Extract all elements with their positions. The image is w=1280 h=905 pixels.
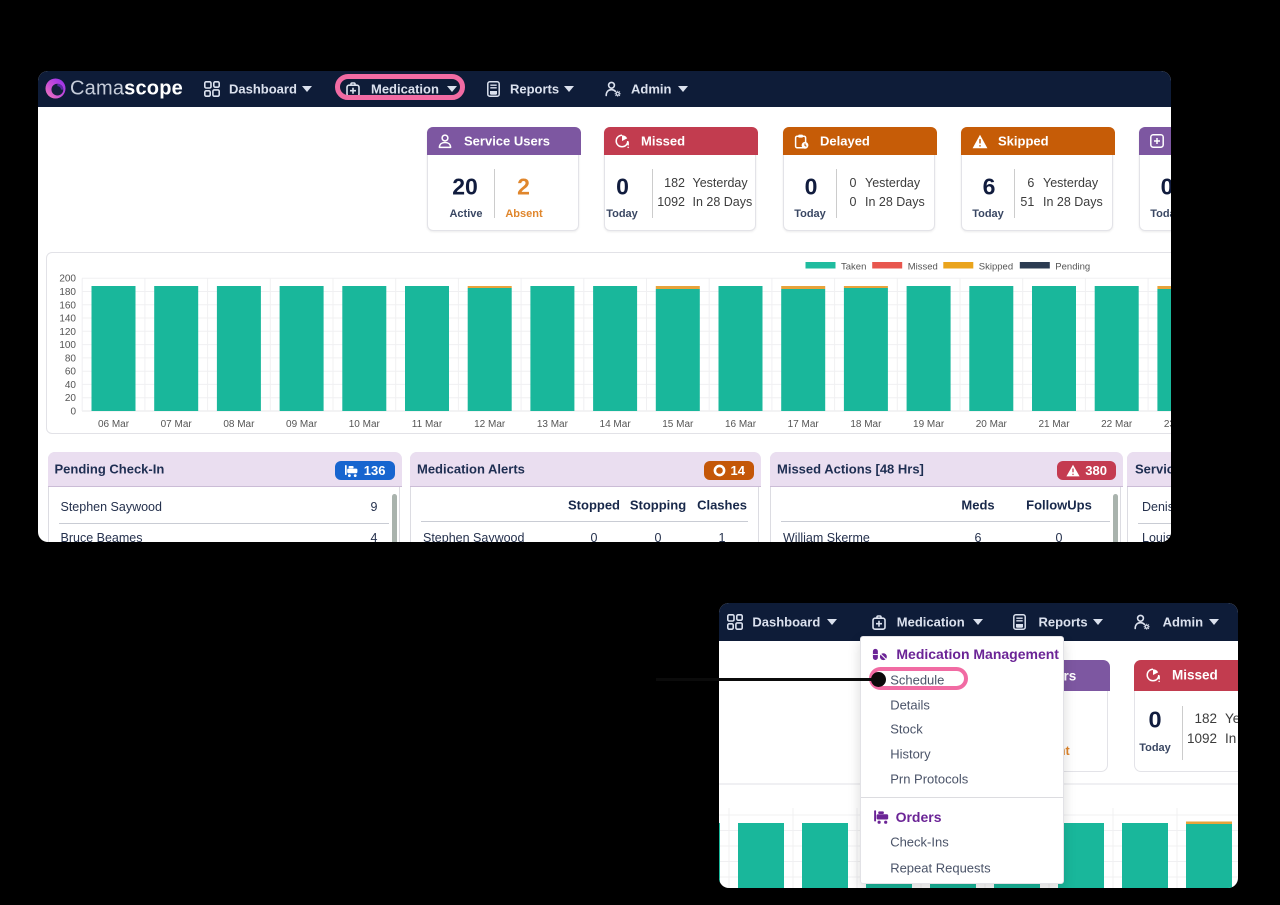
svg-text:08 Mar: 08 Mar: [223, 419, 255, 430]
svg-text:40: 40: [65, 380, 77, 391]
svg-text:13 Mar: 13 Mar: [537, 419, 569, 430]
svg-text:Skipped: Skipped: [979, 262, 1013, 273]
svg-text:15 Mar: 15 Mar: [662, 419, 694, 430]
svg-text:09 Mar: 09 Mar: [286, 419, 318, 430]
svg-text:19 Mar: 19 Mar: [913, 419, 945, 430]
svg-text:100: 100: [59, 340, 76, 351]
svg-text:21 Mar: 21 Mar: [1038, 419, 1070, 430]
svg-text:07 Mar: 07 Mar: [161, 419, 193, 430]
svg-text:180: 180: [59, 287, 76, 298]
svg-text:14 Mar: 14 Mar: [600, 419, 632, 430]
svg-text:Taken: Taken: [841, 262, 866, 273]
svg-text:160: 160: [59, 300, 76, 311]
svg-text:140: 140: [59, 314, 76, 325]
svg-text:120: 120: [59, 327, 76, 338]
svg-text:200: 200: [59, 274, 76, 285]
svg-text:80: 80: [65, 353, 77, 364]
svg-text:20 Mar: 20 Mar: [976, 419, 1008, 430]
svg-text:Pending: Pending: [1055, 262, 1090, 273]
svg-text:12 Mar: 12 Mar: [474, 419, 506, 430]
svg-text:11 Mar: 11 Mar: [412, 419, 443, 430]
svg-text:60: 60: [65, 367, 77, 378]
svg-text:20: 20: [65, 393, 77, 404]
svg-text:Missed: Missed: [908, 262, 938, 273]
svg-text:22 Mar: 22 Mar: [1101, 419, 1133, 430]
svg-text:16 Mar: 16 Mar: [725, 419, 757, 430]
svg-text:0: 0: [70, 407, 76, 418]
svg-text:23 Mar: 23 Mar: [1164, 419, 1171, 430]
svg-text:17 Mar: 17 Mar: [788, 419, 820, 430]
svg-text:10 Mar: 10 Mar: [349, 419, 381, 430]
svg-text:18 Mar: 18 Mar: [850, 419, 882, 430]
svg-text:06 Mar: 06 Mar: [98, 419, 130, 430]
